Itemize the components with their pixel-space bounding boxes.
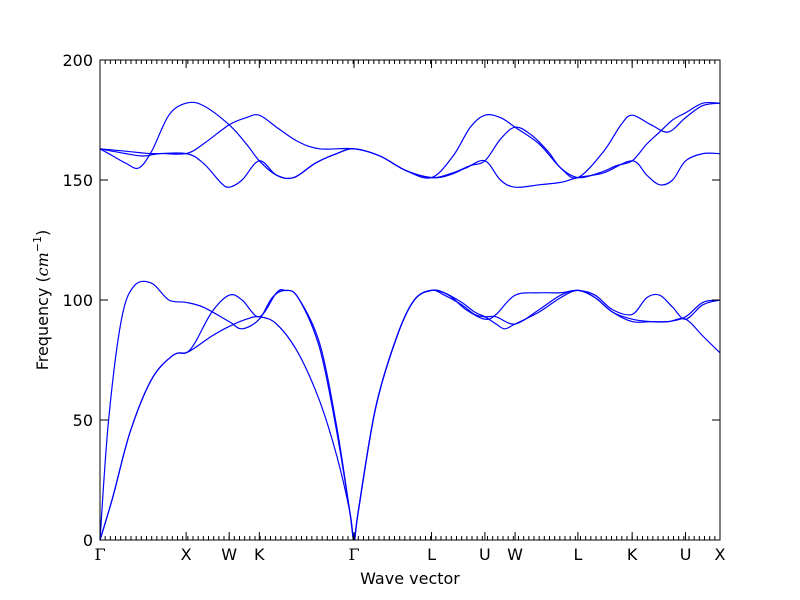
x-tick-label: W [221, 545, 237, 564]
series-line-1 [99, 289, 721, 541]
y-tick-label: 0 [83, 531, 93, 550]
y-tick-label: 50 [73, 411, 93, 430]
series-line-6 [99, 148, 721, 188]
x-tick-label: U [680, 545, 692, 564]
series-line-2 [99, 289, 721, 541]
x-tick-label: K [627, 545, 638, 564]
y-tick-labels: 0 50 100 150 200 [62, 51, 93, 550]
x-axis-label: Wave vector [360, 569, 460, 588]
y-tick-label: 200 [62, 51, 93, 70]
tick-layer [99, 59, 721, 541]
x-tick-label: L [427, 545, 436, 564]
series-line-5 [99, 101, 721, 180]
series-line-4 [99, 102, 721, 179]
x-tick-label: K [254, 545, 265, 564]
y-axis-label-text: Frequency [33, 288, 52, 371]
x-tick-label: X [181, 545, 192, 564]
x-tick-label: X [715, 545, 726, 564]
series-layer [99, 101, 721, 541]
y-tick-label: 150 [62, 171, 93, 190]
x-tick-label: W [507, 545, 523, 564]
x-tick-label: Γ [348, 545, 359, 564]
x-tick-label: L [573, 545, 582, 564]
x-tick-label: U [479, 545, 491, 564]
x-tick-label: Γ [94, 545, 105, 564]
plot-frame [99, 59, 721, 541]
y-tick-label: 100 [62, 291, 93, 310]
y-axis-label-unit-exponent: −1 [31, 236, 44, 252]
series-line-3 [99, 280, 721, 541]
y-axis-label: Frequency (cm−1) [31, 230, 52, 371]
y-axis-label-unit: cm [33, 252, 52, 276]
